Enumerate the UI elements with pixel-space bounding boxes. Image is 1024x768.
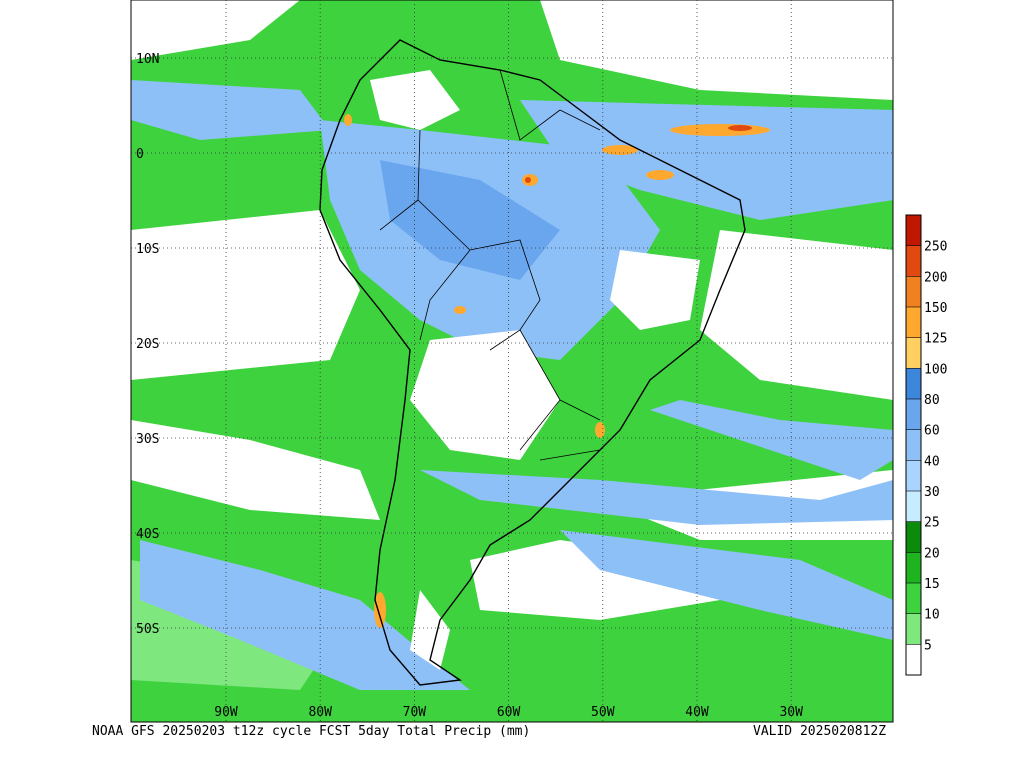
lon-label: 50W [591, 705, 615, 720]
lon-label: 40W [685, 705, 709, 720]
colorbar-label: 25 [924, 516, 940, 531]
colorbar-label: 125 [924, 332, 947, 347]
lat-label: 30S [136, 432, 159, 447]
colorbar-swatch [906, 644, 921, 675]
lat-label: 20S [136, 337, 159, 352]
footer-left: NOAA GFS 20250203 t12z cycle FCST 5day T… [92, 724, 530, 739]
map-frame [130, 0, 894, 723]
precip-field [131, 0, 893, 722]
lat-label: 10N [136, 52, 159, 67]
colorbar-swatch [906, 276, 921, 307]
colorbar-swatch [906, 399, 921, 430]
lon-label: 80W [308, 705, 332, 720]
colorbar-label: 150 [924, 301, 947, 316]
borders [379, 69, 601, 461]
colorbar-label: 100 [924, 362, 947, 377]
colorbar-swatch [906, 521, 921, 553]
heavy-precip [344, 114, 770, 628]
lon-label: 90W [214, 705, 238, 720]
colorbar-label: 15 [924, 577, 940, 592]
colorbar-label: 80 [924, 393, 940, 408]
colorbar-swatch [906, 307, 921, 338]
lon-label: 60W [497, 705, 521, 720]
colorbar-label: 10 [924, 608, 940, 623]
lon-label: 30W [779, 705, 803, 720]
lat-label: 50S [136, 622, 159, 637]
lat-label: 40S [136, 527, 159, 542]
lon-label: 70W [403, 705, 427, 720]
colorbar-swatch [906, 368, 921, 399]
colorbar-label: 40 [924, 454, 940, 469]
colorbar-label: 200 [924, 270, 947, 285]
colorbar-swatch [906, 215, 921, 246]
colorbar-label: 60 [924, 424, 940, 439]
lat-label: 0 [136, 147, 144, 162]
colorbar-swatch [906, 245, 921, 277]
coastline [319, 39, 746, 686]
colorbar-swatch [906, 460, 921, 491]
colorbar-swatch [906, 491, 921, 522]
colorbar-label: 250 [924, 240, 947, 255]
colorbar-label: 20 [924, 546, 940, 561]
colorbar-label: 30 [924, 485, 940, 500]
lat-label: 10S [136, 242, 159, 257]
colorbar-swatch [906, 429, 921, 461]
colorbar-swatch [906, 337, 921, 369]
colorbar-swatch [906, 552, 921, 583]
colorbar-swatch [906, 613, 921, 645]
colorbar-swatch [906, 583, 921, 614]
footer-right: VALID 2025020812Z [753, 724, 886, 739]
colorbar-frame [905, 214, 922, 676]
colorbar-label: 5 [924, 638, 932, 653]
